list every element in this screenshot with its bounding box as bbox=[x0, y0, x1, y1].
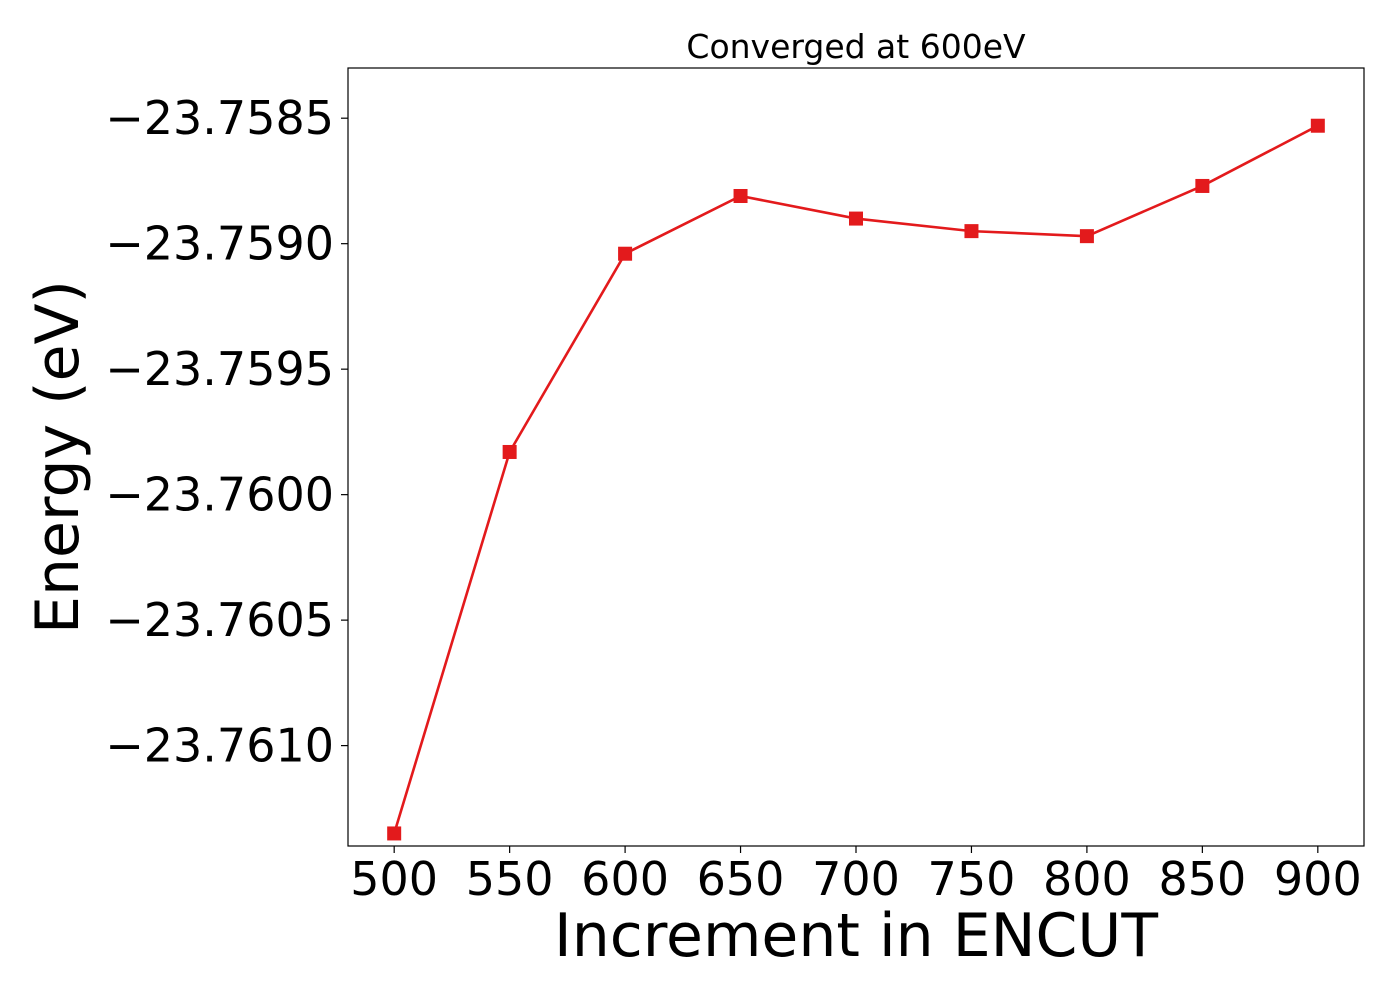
x-tick-label: 900 bbox=[1274, 852, 1362, 906]
y-axis-label: Energy (eV) bbox=[23, 280, 93, 634]
data-point bbox=[502, 444, 517, 459]
x-tick-label: 750 bbox=[928, 852, 1016, 906]
x-tick-label: 550 bbox=[466, 852, 554, 906]
chart-title: Converged at 600eV bbox=[686, 27, 1026, 66]
x-tick-label: 650 bbox=[697, 852, 785, 906]
data-point bbox=[849, 211, 863, 226]
y-tick-label: −23.7605 bbox=[105, 593, 334, 647]
x-tick-label: 850 bbox=[1158, 852, 1246, 906]
x-axis-label: Increment in ENCUT bbox=[554, 901, 1158, 971]
y-tick-label: −23.7600 bbox=[105, 468, 334, 522]
plot-area bbox=[387, 118, 1325, 841]
y-tick-label: −23.7610 bbox=[105, 719, 334, 773]
y-tick-label: −23.7585 bbox=[105, 91, 334, 145]
y-tick-label: −23.7590 bbox=[105, 217, 334, 271]
data-point bbox=[1310, 118, 1325, 133]
data-point bbox=[387, 826, 402, 841]
y-tick-label: −23.7595 bbox=[105, 342, 334, 396]
x-tick-label: 600 bbox=[581, 852, 669, 906]
data-point bbox=[733, 188, 748, 203]
data-point bbox=[1195, 178, 1210, 193]
data-point bbox=[1079, 229, 1094, 244]
x-tick-label: 700 bbox=[812, 852, 900, 906]
plot-frame bbox=[347, 67, 1365, 847]
x-tick-label: 500 bbox=[350, 852, 438, 906]
series-line bbox=[392, 124, 1319, 834]
data-point bbox=[618, 246, 633, 261]
x-axis: 500 550 600 650 700 750 800 850 900 bbox=[350, 846, 1362, 906]
data-point bbox=[964, 224, 979, 239]
x-tick-label: 800 bbox=[1043, 852, 1131, 906]
y-axis: −23.7585 −23.7590 −23.7595 −23.7600 −23.7605… bbox=[105, 91, 348, 773]
